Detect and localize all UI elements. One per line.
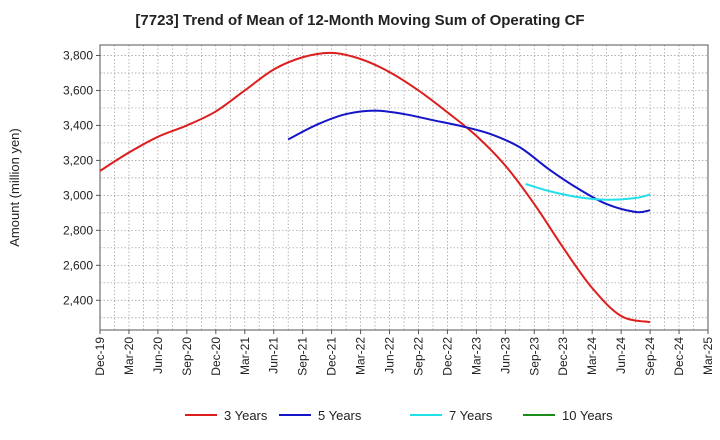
y-tick-label: 3,000 — [63, 188, 93, 202]
y-tick-label: 2,400 — [63, 293, 93, 307]
chart-title: [7723] Trend of Mean of 12-Month Moving … — [135, 12, 585, 29]
legend-label: 3 Years — [224, 408, 268, 423]
x-tick-label: Mar-25 — [701, 337, 715, 375]
x-tick-label: Dec-22 — [440, 337, 454, 376]
x-tick-label: Sep-24 — [643, 337, 657, 376]
x-axis: Dec-19 Mar-20 Jun-20 Sep-20 Dec-20 Mar-21 Jun-… — [93, 330, 715, 376]
x-tick-label: Sep-23 — [527, 337, 541, 376]
legend-label: 10 Years — [562, 408, 613, 423]
x-tick-label: Jun-24 — [614, 337, 628, 374]
legend-label: 7 Years — [449, 408, 493, 423]
x-tick-label: Dec-24 — [672, 337, 686, 376]
x-tick-label: Jun-20 — [151, 337, 165, 374]
y-tick-label: 2,800 — [63, 223, 93, 237]
y-axis: 2,400 2,600 2,800 3,000 3,200 3,400 3,600 3,800 — [63, 48, 100, 307]
x-tick-label: Mar-24 — [585, 337, 599, 375]
x-tick-label: Dec-21 — [325, 337, 339, 376]
y-tick-label: 3,200 — [63, 153, 93, 167]
y-tick-label: 3,400 — [63, 118, 93, 132]
x-tick-label: Dec-23 — [556, 337, 570, 376]
x-tick-label: Mar-22 — [354, 337, 368, 375]
x-tick-label: Jun-21 — [267, 337, 281, 374]
x-tick-label: Dec-20 — [209, 337, 223, 376]
y-tick-label: 3,600 — [63, 83, 93, 97]
y-tick-label: 3,800 — [63, 48, 93, 62]
series-line-7-years — [525, 183, 651, 201]
x-tick-label: Sep-21 — [296, 337, 310, 376]
series-lines — [99, 51, 651, 324]
x-tick-label: Jun-23 — [498, 337, 512, 374]
series-line-3-years — [99, 51, 651, 324]
series-line-5-years — [287, 109, 651, 214]
plot-frame — [99, 44, 709, 331]
x-tick-label: Dec-19 — [93, 337, 107, 376]
legend-label: 5 Years — [318, 408, 362, 423]
y-tick-label: 2,600 — [63, 258, 93, 272]
x-tick-label: Mar-20 — [122, 337, 136, 375]
x-tick-label: Mar-23 — [469, 337, 483, 375]
grid — [99, 45, 709, 330]
legend: 3 Years 5 Years 7 Years 10 Years — [185, 408, 613, 423]
x-tick-label: Sep-20 — [180, 337, 194, 376]
x-tick-label: Mar-21 — [238, 337, 252, 375]
y-axis-label: Amount (million yen) — [7, 128, 22, 247]
x-tick-label: Jun-22 — [383, 337, 397, 374]
x-tick-label: Sep-22 — [411, 337, 425, 376]
